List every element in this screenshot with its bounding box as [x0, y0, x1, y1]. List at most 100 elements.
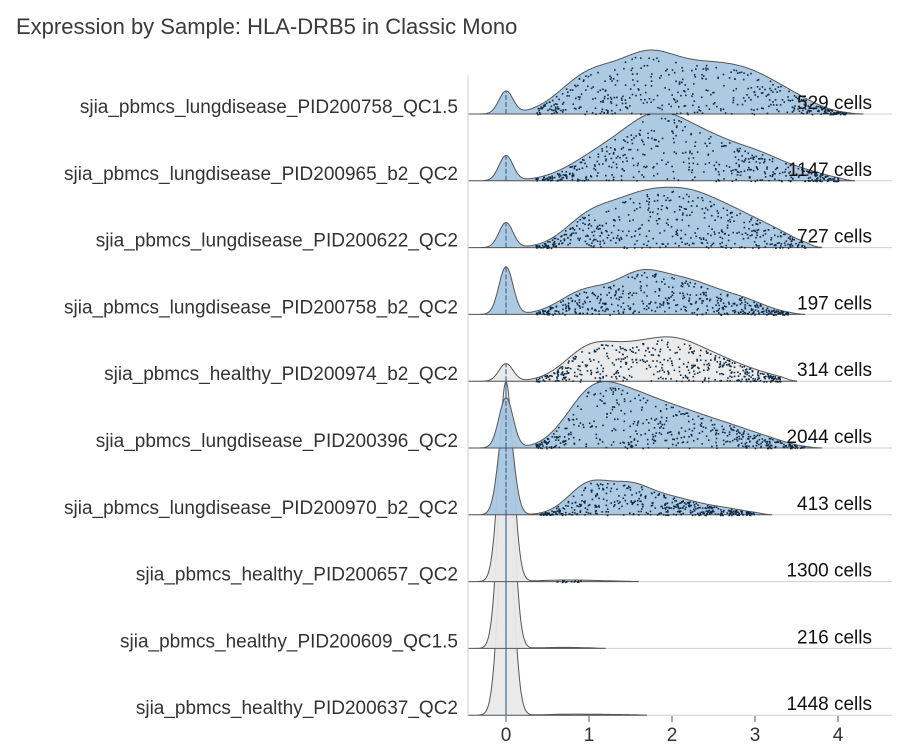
data-point	[632, 176, 635, 179]
data-point	[585, 291, 588, 294]
data-point	[793, 444, 796, 447]
data-point	[680, 502, 682, 504]
data-point	[780, 231, 782, 234]
data-point	[746, 233, 749, 236]
data-point	[746, 302, 749, 305]
data-point	[552, 446, 555, 449]
x-tick-label: 0	[501, 725, 512, 746]
data-point	[623, 420, 626, 423]
data-point	[593, 350, 596, 353]
data-point	[572, 357, 575, 359]
data-point	[590, 245, 592, 247]
data-point	[670, 360, 673, 362]
data-point	[671, 443, 674, 446]
data-point	[699, 512, 702, 514]
data-point	[748, 304, 751, 307]
data-point	[652, 58, 655, 61]
data-point	[718, 307, 720, 310]
data-point	[632, 513, 635, 516]
data-point	[578, 439, 581, 441]
data-point	[687, 415, 690, 417]
data-point	[638, 233, 641, 236]
data-point	[741, 297, 743, 299]
data-point	[597, 156, 600, 158]
data-point	[684, 126, 686, 128]
data-point	[771, 310, 774, 312]
data-point	[678, 433, 680, 435]
data-point	[682, 292, 684, 295]
data-point	[659, 512, 661, 515]
data-point	[619, 442, 622, 444]
data-point	[545, 311, 548, 314]
data-point	[644, 433, 647, 435]
data-point	[804, 247, 807, 249]
data-point	[722, 73, 725, 76]
data-point	[733, 438, 736, 440]
data-point	[592, 246, 594, 248]
data-point	[769, 447, 772, 449]
data-point	[604, 155, 606, 158]
data-point	[544, 243, 546, 245]
data-point	[614, 207, 617, 210]
data-point	[564, 233, 566, 236]
data-point	[572, 232, 575, 234]
data-point	[632, 347, 634, 349]
data-point	[649, 211, 651, 213]
data-point	[605, 109, 608, 111]
data-point	[595, 113, 597, 115]
data-point	[782, 446, 785, 448]
data-point	[763, 440, 766, 442]
data-point	[681, 380, 683, 383]
data-point	[642, 121, 644, 123]
data-point	[674, 500, 676, 502]
data-point	[705, 69, 707, 71]
data-point	[644, 91, 647, 94]
data-point	[719, 373, 721, 375]
data-point	[650, 505, 653, 507]
data-point	[569, 307, 571, 310]
data-point	[652, 360, 654, 362]
data-point	[594, 219, 596, 221]
data-point	[738, 165, 740, 168]
data-point	[647, 443, 649, 445]
data-point	[568, 309, 570, 311]
data-point	[646, 194, 648, 196]
data-point	[607, 483, 609, 485]
data-point	[663, 423, 666, 426]
data-point	[702, 68, 705, 70]
data-point	[615, 242, 617, 244]
data-point	[746, 512, 748, 515]
data-point	[672, 438, 674, 441]
data-point	[663, 371, 666, 373]
data-point	[572, 103, 575, 105]
data-point	[668, 286, 670, 288]
data-point	[633, 438, 636, 440]
data-point	[550, 247, 553, 250]
data-point	[820, 173, 822, 176]
data-point	[719, 297, 722, 300]
data-point	[554, 243, 556, 245]
data-point	[551, 179, 553, 182]
data-point	[727, 220, 729, 222]
data-point	[615, 376, 617, 378]
data-point	[772, 104, 775, 106]
data-point	[725, 361, 727, 364]
data-point	[752, 378, 754, 380]
data-point	[545, 514, 548, 516]
data-point	[787, 247, 790, 249]
data-point	[548, 246, 550, 249]
data-point	[753, 437, 756, 439]
data-point	[550, 109, 553, 111]
data-point	[610, 487, 613, 490]
data-point	[747, 512, 749, 515]
data-point	[748, 372, 750, 374]
data-point	[815, 107, 818, 110]
data-point	[593, 238, 595, 241]
data-point	[540, 106, 542, 108]
data-point	[826, 175, 829, 178]
data-point	[580, 504, 582, 506]
data-point	[722, 439, 725, 442]
data-point	[735, 513, 737, 515]
data-point	[666, 301, 669, 304]
data-point	[732, 310, 734, 312]
